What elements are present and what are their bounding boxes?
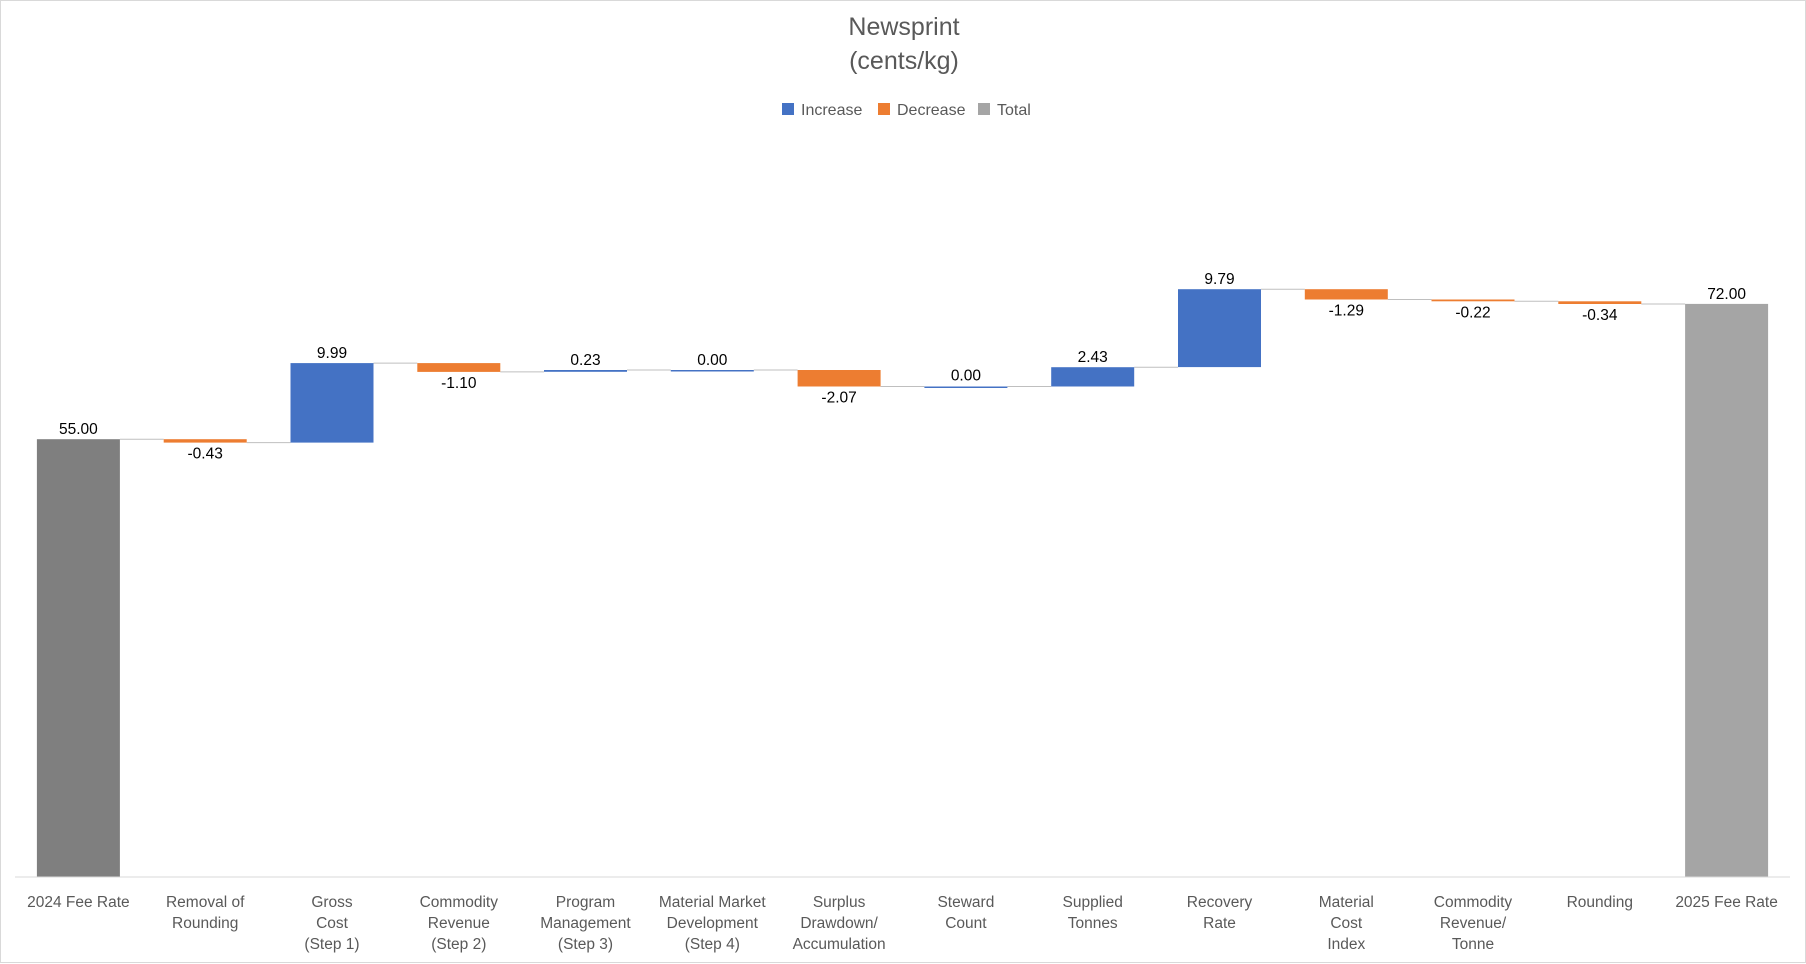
- category-label-9-0: Recovery: [1187, 894, 1253, 911]
- category-label-8-0: Supplied: [1063, 894, 1123, 911]
- data-label-1: -0.43: [188, 446, 223, 463]
- category-label-6-0: Surplus: [813, 894, 866, 911]
- category-label-5-1: Development: [667, 915, 759, 932]
- category-label-9-1: Rate: [1203, 915, 1236, 932]
- legend-label-total: Total: [997, 102, 1031, 119]
- category-label-4-0: Program: [556, 894, 615, 911]
- category-label-3-2: (Step 2): [431, 936, 486, 953]
- bar-8: [1051, 367, 1135, 387]
- bar-13: [1685, 303, 1769, 877]
- category-label-2-2: (Step 1): [304, 936, 359, 953]
- category-label-0-0: 2024 Fee Rate: [27, 894, 130, 911]
- category-label-6-2: Accumulation: [793, 936, 886, 953]
- data-label-8: 2.43: [1078, 349, 1108, 366]
- data-label-2: 9.99: [317, 345, 347, 362]
- connector-lines: [119, 288, 1686, 444]
- bar-12: [1558, 301, 1642, 304]
- chart-title: Newsprint: [848, 13, 959, 41]
- bar-6: [797, 370, 881, 387]
- bar-1: [163, 439, 247, 443]
- legend-swatch-total: [978, 103, 990, 115]
- data-label-10: -1.29: [1329, 303, 1364, 320]
- data-label-3: -1.10: [441, 375, 477, 392]
- category-label-11-2: Tonne: [1452, 936, 1494, 953]
- bar-2: [290, 363, 374, 443]
- category-label-8-1: Tonnes: [1068, 915, 1118, 932]
- data-label-0: 55.00: [59, 421, 98, 438]
- data-label-12: -0.34: [1582, 307, 1618, 324]
- category-label-7-1: Count: [945, 915, 987, 932]
- category-label-4-1: Management: [540, 915, 631, 932]
- category-label-5-2: (Step 4): [685, 936, 740, 953]
- data-label-5: 0.00: [697, 352, 728, 369]
- bar-4: [544, 370, 627, 372]
- bar-0: [36, 439, 120, 877]
- category-label-2-0: Gross: [311, 894, 353, 911]
- category-label-6-1: Drawdown/: [800, 915, 878, 932]
- data-label-4: 0.23: [570, 352, 600, 369]
- category-label-11-0: Commodity: [1434, 894, 1513, 911]
- legend-label-increase: Increase: [801, 102, 862, 119]
- category-label-10-0: Material: [1319, 894, 1374, 911]
- category-label-3-1: Revenue: [428, 915, 490, 932]
- category-label-13-0: 2025 Fee Rate: [1675, 894, 1778, 911]
- bar-3: [417, 363, 501, 372]
- data-label-11: -0.22: [1455, 304, 1490, 321]
- bar-7: [924, 386, 1008, 388]
- category-label-7-0: Steward: [937, 894, 994, 911]
- data-label-13: 72.00: [1707, 286, 1746, 303]
- bar-10: [1304, 289, 1388, 300]
- category-label-1-0: Removal of: [166, 894, 245, 911]
- data-labels: 55.00 -0.43 9.99 -1.10 0.23 0.00 -2.07 0.00 2.43…: [59, 271, 1746, 462]
- chart-legend: Increase Decrease Total: [782, 102, 1031, 119]
- category-labels: 2024 Fee Rate Removal of Rounding Gross Cost…: [27, 894, 1778, 953]
- bar-5: [670, 370, 754, 372]
- legend-label-decrease: Decrease: [897, 102, 966, 119]
- chart-subtitle: (cents/kg): [849, 47, 959, 75]
- category-label-2-1: Cost: [316, 915, 349, 932]
- category-label-10-2: Index: [1327, 936, 1365, 953]
- bar-11: [1431, 299, 1515, 302]
- category-label-11-1: Revenue/: [1440, 915, 1507, 932]
- category-label-1-1: Rounding: [172, 915, 238, 932]
- data-label-9: 9.79: [1204, 271, 1234, 288]
- bar-9: [1178, 289, 1261, 368]
- bars: [36, 289, 1769, 877]
- data-label-6: -2.07: [821, 390, 856, 407]
- category-label-3-0: Commodity: [420, 894, 499, 911]
- legend-swatch-decrease: [878, 103, 890, 115]
- category-label-12-0: Rounding: [1567, 894, 1633, 911]
- legend-swatch-increase: [782, 103, 794, 115]
- category-label-4-2: (Step 3): [558, 936, 613, 953]
- data-label-7: 0.00: [951, 368, 982, 385]
- category-label-5-0: Material Market: [659, 894, 766, 911]
- category-label-10-1: Cost: [1330, 915, 1363, 932]
